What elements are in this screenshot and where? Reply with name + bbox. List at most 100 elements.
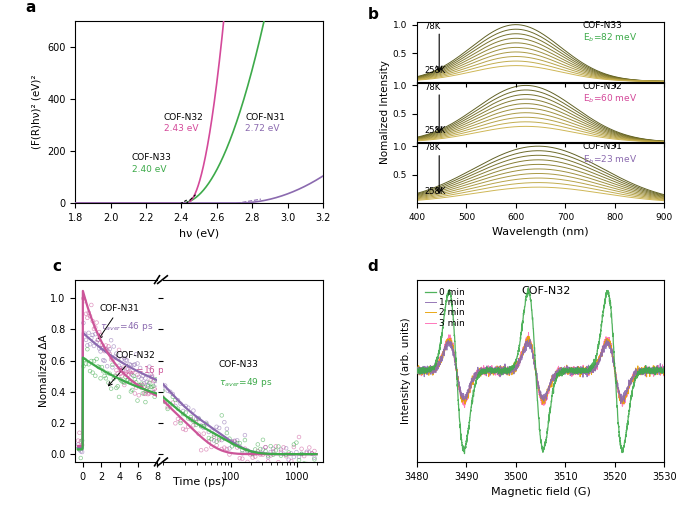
Point xyxy=(129,375,140,384)
Point xyxy=(136,375,147,383)
Point xyxy=(196,446,207,454)
Point xyxy=(211,422,222,431)
Point xyxy=(115,370,126,378)
Point xyxy=(120,356,131,364)
Point xyxy=(309,454,320,462)
Point xyxy=(107,354,118,363)
Point xyxy=(116,372,127,380)
Point xyxy=(173,415,184,423)
Point xyxy=(118,363,129,372)
Text: d: d xyxy=(367,258,378,274)
Point xyxy=(105,356,116,364)
Point xyxy=(107,363,118,372)
Point xyxy=(229,436,240,445)
Point xyxy=(111,366,122,375)
Point xyxy=(138,389,149,398)
Point xyxy=(77,436,88,445)
Point xyxy=(208,436,219,445)
Point xyxy=(140,390,151,398)
Point xyxy=(127,386,138,394)
Point xyxy=(247,449,258,458)
Point xyxy=(265,452,276,460)
Point xyxy=(114,393,125,401)
Y-axis label: (F(R)hν)² (eV)²: (F(R)hν)² (eV)² xyxy=(32,75,42,149)
Point xyxy=(136,379,147,388)
0 min xyxy=(413,365,421,371)
Point xyxy=(83,329,94,337)
Point xyxy=(206,427,217,435)
Point xyxy=(299,466,310,474)
Point xyxy=(273,442,284,450)
Point xyxy=(293,453,304,461)
Text: 2.72 eV: 2.72 eV xyxy=(245,125,279,133)
Point xyxy=(134,373,145,381)
Point xyxy=(157,387,168,395)
Point xyxy=(114,346,125,354)
Point xyxy=(275,448,286,456)
Point xyxy=(242,446,253,455)
Point xyxy=(227,438,238,446)
Point xyxy=(91,355,102,363)
Point xyxy=(116,377,127,385)
Point xyxy=(132,397,143,405)
Point xyxy=(306,463,317,471)
Point xyxy=(104,370,115,378)
Point xyxy=(123,365,134,374)
Point xyxy=(132,359,143,367)
Point xyxy=(88,325,99,333)
Point xyxy=(105,385,116,393)
Point xyxy=(135,381,146,390)
Point xyxy=(203,438,214,446)
Point xyxy=(103,348,114,356)
Point xyxy=(271,442,282,450)
Point xyxy=(88,357,99,365)
Point xyxy=(216,445,227,453)
Point xyxy=(265,448,276,456)
Point xyxy=(214,424,225,432)
Point xyxy=(177,425,188,433)
Point xyxy=(170,396,181,404)
Point xyxy=(157,385,168,393)
Point xyxy=(77,448,88,456)
Text: 78K: 78K xyxy=(424,22,440,31)
Y-axis label: Intensity (arb. units): Intensity (arb. units) xyxy=(401,318,412,424)
1 min xyxy=(526,336,534,343)
Point xyxy=(309,447,320,455)
Point xyxy=(84,367,95,375)
Point xyxy=(206,435,217,443)
3 min xyxy=(525,330,533,336)
Point xyxy=(260,443,271,452)
Point xyxy=(90,330,101,338)
Point xyxy=(296,445,307,453)
Point xyxy=(75,447,86,456)
Point xyxy=(124,360,135,368)
3 min xyxy=(460,404,469,411)
Text: $\tau_{aver}$=49 ps: $\tau_{aver}$=49 ps xyxy=(219,376,272,389)
Line: 1 min: 1 min xyxy=(417,339,664,404)
0 min xyxy=(524,285,532,291)
Point xyxy=(252,447,263,455)
Point xyxy=(273,458,284,466)
Point xyxy=(258,450,269,459)
3 min xyxy=(425,367,434,373)
Point xyxy=(252,440,263,448)
Point xyxy=(278,443,289,452)
Point xyxy=(224,444,235,453)
Text: b: b xyxy=(367,7,378,22)
Point xyxy=(296,450,307,458)
Point xyxy=(131,384,142,392)
Point xyxy=(140,398,151,406)
2 min xyxy=(608,349,616,355)
Point xyxy=(160,398,171,406)
Text: E$_b$=23 meV: E$_b$=23 meV xyxy=(583,154,637,166)
Point xyxy=(105,336,116,345)
Line: 2 min: 2 min xyxy=(417,336,664,404)
1 min xyxy=(534,377,542,384)
Point xyxy=(94,328,105,336)
Point xyxy=(198,424,209,432)
Point xyxy=(151,375,162,384)
Point xyxy=(288,443,299,451)
Point xyxy=(175,419,186,427)
Point xyxy=(127,379,138,387)
Point xyxy=(137,372,148,380)
